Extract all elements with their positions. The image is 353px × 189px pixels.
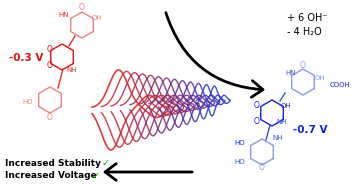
Text: HO: HO [23, 99, 33, 105]
Text: Increased Voltage: Increased Voltage [5, 171, 97, 180]
Text: O: O [254, 116, 260, 125]
Text: + 6 OH⁻: + 6 OH⁻ [287, 13, 328, 23]
FancyArrowPatch shape [166, 13, 263, 97]
Text: ✓: ✓ [102, 158, 110, 168]
Text: HN: HN [59, 12, 69, 18]
Text: Increased Stability: Increased Stability [5, 159, 101, 167]
Text: O: O [79, 4, 85, 12]
Text: -0.7 V: -0.7 V [293, 125, 327, 135]
Text: O: O [47, 46, 53, 54]
Text: -0.3 V: -0.3 V [9, 53, 43, 63]
Text: O: O [254, 101, 260, 111]
Text: OH: OH [92, 15, 102, 21]
Text: O: O [259, 163, 265, 173]
Text: O: O [47, 114, 53, 122]
Text: NH: NH [67, 67, 77, 73]
Text: ✓: ✓ [92, 171, 100, 181]
Text: NH: NH [277, 119, 287, 125]
Text: - 4 H₂O: - 4 H₂O [287, 27, 322, 37]
Text: COOH: COOH [330, 82, 351, 88]
Text: OH: OH [315, 75, 325, 81]
Text: NH: NH [273, 135, 283, 141]
Text: HO: HO [235, 159, 245, 165]
Text: OH: OH [281, 103, 291, 109]
Text: O: O [47, 60, 53, 70]
Text: HO: HO [235, 140, 245, 146]
Text: O: O [300, 61, 306, 70]
FancyArrowPatch shape [105, 164, 192, 180]
Text: HN: HN [286, 70, 296, 76]
